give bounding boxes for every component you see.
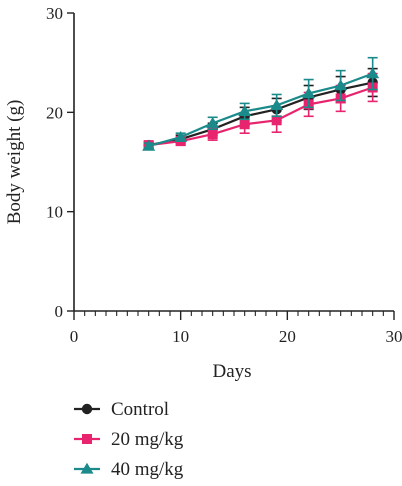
y-tick-label: 10 <box>46 203 63 222</box>
series-line <box>148 72 374 148</box>
legend-label: Control <box>111 399 169 420</box>
data-point <box>366 67 380 79</box>
legend-marker <box>82 434 92 444</box>
data-point <box>334 79 348 91</box>
x-tick-label: 10 <box>172 327 189 346</box>
x-axis-title: Days <box>212 361 251 382</box>
data-point <box>239 119 250 130</box>
series-2 <box>142 56 380 151</box>
legend-label: 20 mg/kg <box>111 429 184 450</box>
legend-item-2: 40 mg/kg <box>74 459 184 480</box>
y-tick-label: 0 <box>55 302 64 321</box>
data-point <box>302 87 316 99</box>
x-tick-label: 30 <box>386 327 402 346</box>
data-point <box>206 117 220 128</box>
axes: 0 10 20 30 0 10 20 30 Days Body weight (g) <box>4 4 402 382</box>
legend-marker <box>80 462 94 474</box>
data-point <box>142 139 156 151</box>
legend-label: 40 mg/kg <box>111 459 184 480</box>
data-point <box>238 105 252 116</box>
data-point <box>174 130 188 142</box>
series-line <box>148 81 373 147</box>
series-layer <box>142 56 380 151</box>
y-tick-label: 30 <box>46 4 63 23</box>
data-point <box>207 129 218 140</box>
legend: Control 20 mg/kg 40 mg/kg <box>74 399 184 480</box>
y-axis-title: Body weight (g) <box>4 100 25 225</box>
data-point <box>270 99 284 111</box>
data-point <box>271 115 282 126</box>
x-tick-label: 20 <box>279 327 296 346</box>
legend-marker <box>81 403 93 415</box>
x-tick-label: 0 <box>70 327 79 346</box>
legend-item-1: 20 mg/kg <box>74 429 184 450</box>
y-tick-label: 20 <box>46 103 63 122</box>
legend-item-0: Control <box>74 399 169 420</box>
